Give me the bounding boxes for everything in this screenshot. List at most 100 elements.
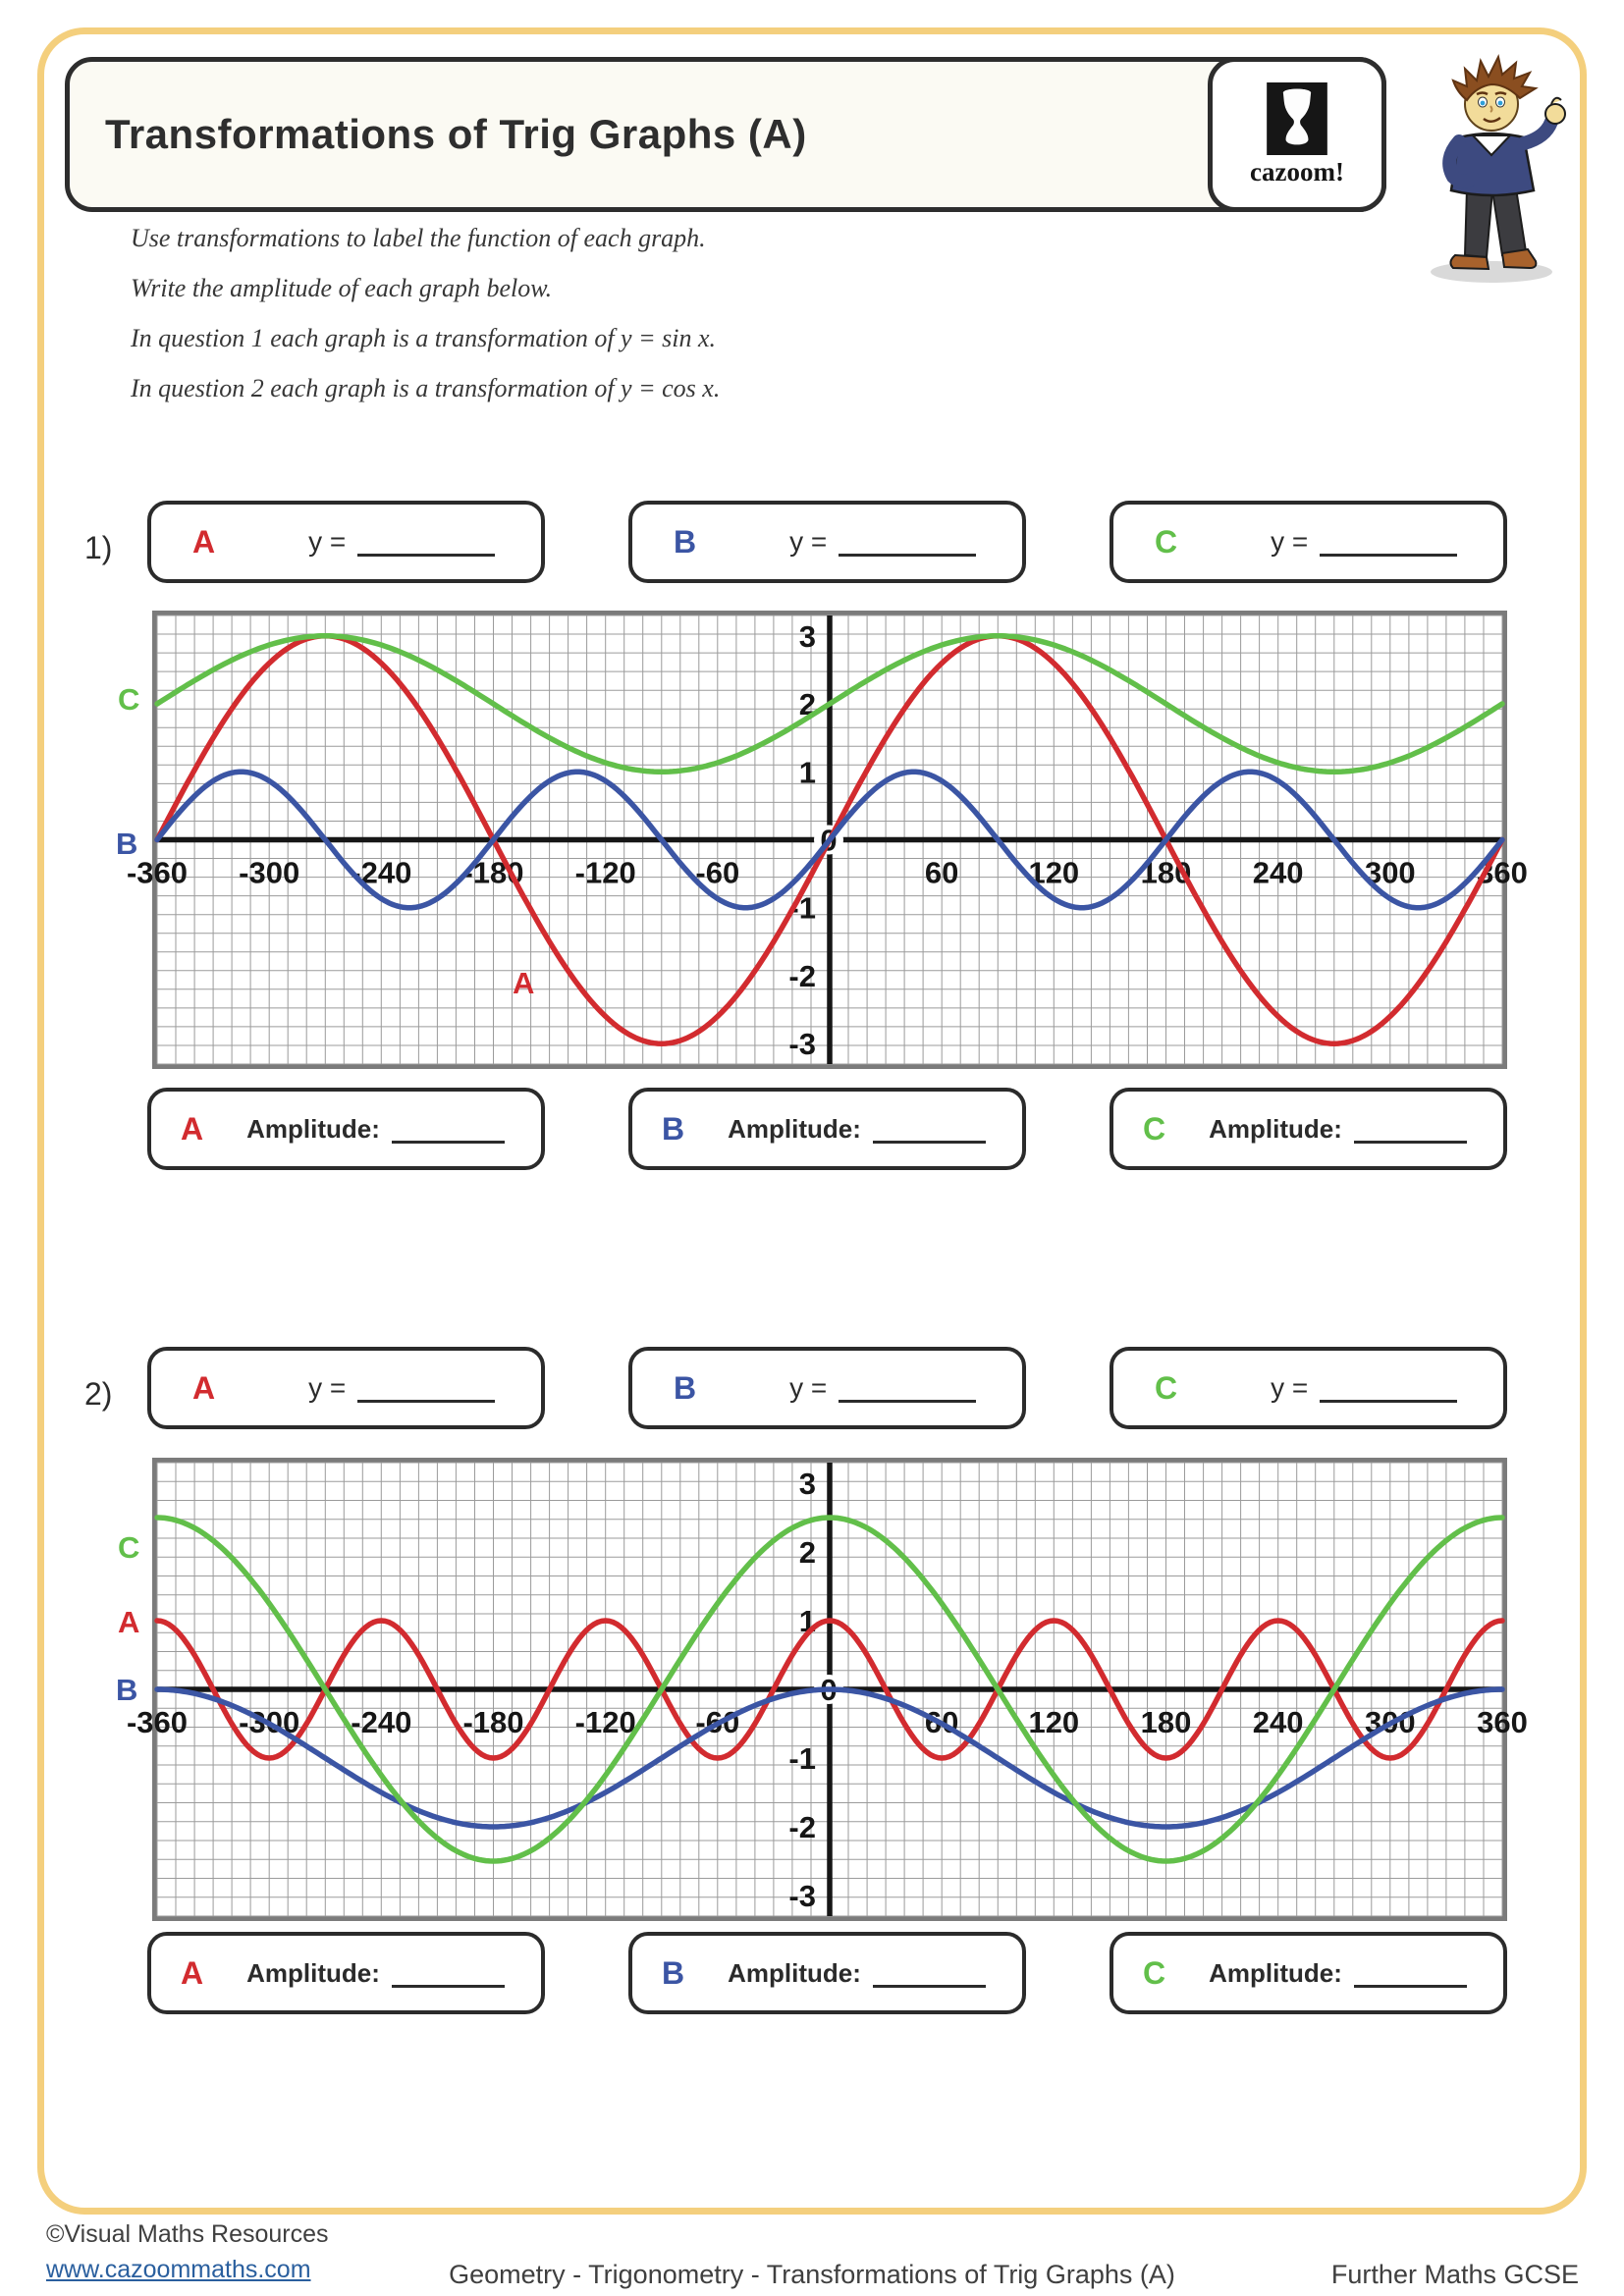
q1-function-box-a: A y = — [147, 501, 545, 583]
amplitude-label: Amplitude: — [246, 1957, 380, 1988]
q1-curve-label-b: B — [116, 827, 138, 861]
page-border-frame — [37, 27, 1587, 2215]
question-1-number: 1) — [84, 530, 113, 565]
svg-text:240: 240 — [1253, 856, 1304, 890]
mascot-illustration — [1431, 54, 1566, 283]
svg-text:60: 60 — [925, 856, 958, 890]
q1-graph-canvas: -360 -300 -240 -180 -120 -60 60 120 180 240 300 360… — [127, 614, 1528, 1065]
cazoom-logo: cazoom! — [1208, 57, 1386, 212]
curve-letter-c: C — [1143, 1954, 1166, 1991]
curve-letter-a: A — [181, 1110, 204, 1147]
function-label: y = — [1271, 1372, 1309, 1403]
q1-function-box-c: C y = — [1110, 501, 1507, 583]
amplitude-answer-blank — [1353, 1115, 1467, 1144]
question-2-number: 2) — [84, 1376, 113, 1412]
instruction-line: In question 2 each graph is a transforma… — [131, 374, 721, 402]
function-label: y = — [789, 1372, 828, 1403]
amplitude-answer-blank — [872, 1959, 986, 1988]
function-answer-blank — [839, 1374, 977, 1403]
curve-letter-b: B — [674, 1369, 697, 1406]
q2-amplitude-box-a: A Amplitude: — [147, 1932, 545, 2014]
instruction-line: Write the amplitude of each graph below. — [131, 274, 553, 302]
page-title: Transformations of Trig Graphs (A) — [105, 111, 807, 157]
instructions: Use transformations to label the functio… — [131, 224, 1014, 424]
q2-graph: -360 -300 -240 -180 -120 -60 60 120 180 240 300 360… — [116, 1458, 1528, 1921]
curve-letter-c: C — [1155, 523, 1178, 560]
svg-text:3: 3 — [799, 619, 816, 654]
q2-curve-label-a: A — [118, 1605, 140, 1639]
amplitude-answer-blank — [1353, 1959, 1467, 1988]
q2-function-box-a: A y = — [147, 1347, 545, 1429]
function-answer-blank — [357, 528, 496, 557]
svg-text:-360: -360 — [127, 1705, 188, 1739]
curve-letter-b: B — [662, 1954, 685, 1991]
svg-text:-2: -2 — [788, 1810, 816, 1844]
cazoom-logo-text: cazoom! — [1250, 156, 1344, 187]
amplitude-answer-blank — [391, 1115, 505, 1144]
svg-text:240: 240 — [1253, 1705, 1304, 1739]
q2-function-box-b: B y = — [628, 1347, 1026, 1429]
amplitude-label: Amplitude: — [1209, 1113, 1342, 1144]
q1-curve-label-a: A — [513, 966, 535, 1000]
footer-topic: Geometry - Trigonometry - Transformation… — [449, 2260, 1175, 2289]
curve-letter-a: A — [192, 1369, 216, 1406]
curve-letter-a: A — [192, 523, 216, 560]
svg-text:-240: -240 — [351, 1705, 411, 1739]
svg-text:360: 360 — [1477, 1705, 1528, 1739]
curve-letter-c: C — [1143, 1110, 1166, 1147]
amplitude-label: Amplitude: — [246, 1113, 380, 1144]
q2-amplitude-box-c: C Amplitude: — [1110, 1932, 1507, 2014]
svg-text:-1: -1 — [788, 1741, 816, 1776]
amplitude-label: Amplitude: — [728, 1957, 861, 1988]
q2-curve-label-c: C — [118, 1530, 140, 1565]
svg-text:1: 1 — [799, 755, 816, 789]
amplitude-answer-blank — [872, 1115, 986, 1144]
svg-text:-180: -180 — [462, 1705, 523, 1739]
amplitude-label: Amplitude: — [1209, 1957, 1342, 1988]
curve-letter-a: A — [181, 1954, 204, 1991]
svg-text:-3: -3 — [788, 1879, 816, 1913]
footer-website-link[interactable]: www.cazoommaths.com — [46, 2256, 311, 2283]
curve-letter-c: C — [1155, 1369, 1178, 1406]
q1-function-box-b: B y = — [628, 501, 1026, 583]
amplitude-label: Amplitude: — [728, 1113, 861, 1144]
q2-function-box-c: C y = — [1110, 1347, 1507, 1429]
svg-text:-360: -360 — [127, 856, 188, 890]
cazoom-goblet-icon — [1267, 81, 1327, 155]
curve-letter-b: B — [662, 1110, 685, 1147]
svg-text:-300: -300 — [239, 856, 299, 890]
function-label: y = — [1271, 526, 1309, 557]
function-answer-blank — [357, 1374, 496, 1403]
function-answer-blank — [1320, 528, 1458, 557]
q1-curve-label-c: C — [118, 682, 140, 717]
q2-amplitude-box-b: B Amplitude: — [628, 1932, 1026, 2014]
header-box: Transformations of Trig Graphs (A) cazoo… — [65, 57, 1386, 212]
svg-text:3: 3 — [799, 1467, 816, 1501]
svg-text:-120: -120 — [575, 856, 636, 890]
q1-graph: -360 -300 -240 -180 -120 -60 60 120 180 240 300 360… — [116, 611, 1528, 1069]
function-label: y = — [308, 526, 347, 557]
function-label: y = — [789, 526, 828, 557]
svg-text:-120: -120 — [575, 1705, 636, 1739]
q2-graph-canvas: -360 -300 -240 -180 -120 -60 60 120 180 240 300 360… — [127, 1462, 1528, 1917]
footer-copyright: ©Visual Maths Resources — [46, 2220, 329, 2248]
instruction-line: In question 1 each graph is a transforma… — [131, 324, 717, 352]
svg-text:-2: -2 — [788, 959, 816, 993]
amplitude-answer-blank — [391, 1959, 505, 1988]
curve-letter-b: B — [674, 523, 697, 560]
function-answer-blank — [1320, 1374, 1458, 1403]
q2-curve-label-b: B — [116, 1673, 138, 1707]
function-label: y = — [308, 1372, 347, 1403]
footer-course: Further Maths GCSE — [1330, 2260, 1579, 2289]
instruction-line: Use transformations to label the functio… — [131, 224, 706, 252]
svg-text:120: 120 — [1028, 1705, 1079, 1739]
svg-text:2: 2 — [799, 1535, 816, 1570]
q1-amplitude-box-c: C Amplitude: — [1110, 1088, 1507, 1170]
svg-text:180: 180 — [1141, 1705, 1192, 1739]
svg-text:-240: -240 — [351, 856, 411, 890]
q1-amplitude-box-a: A Amplitude: — [147, 1088, 545, 1170]
q1-amplitude-box-b: B Amplitude: — [628, 1088, 1026, 1170]
function-answer-blank — [839, 528, 977, 557]
svg-text:-3: -3 — [788, 1027, 816, 1061]
